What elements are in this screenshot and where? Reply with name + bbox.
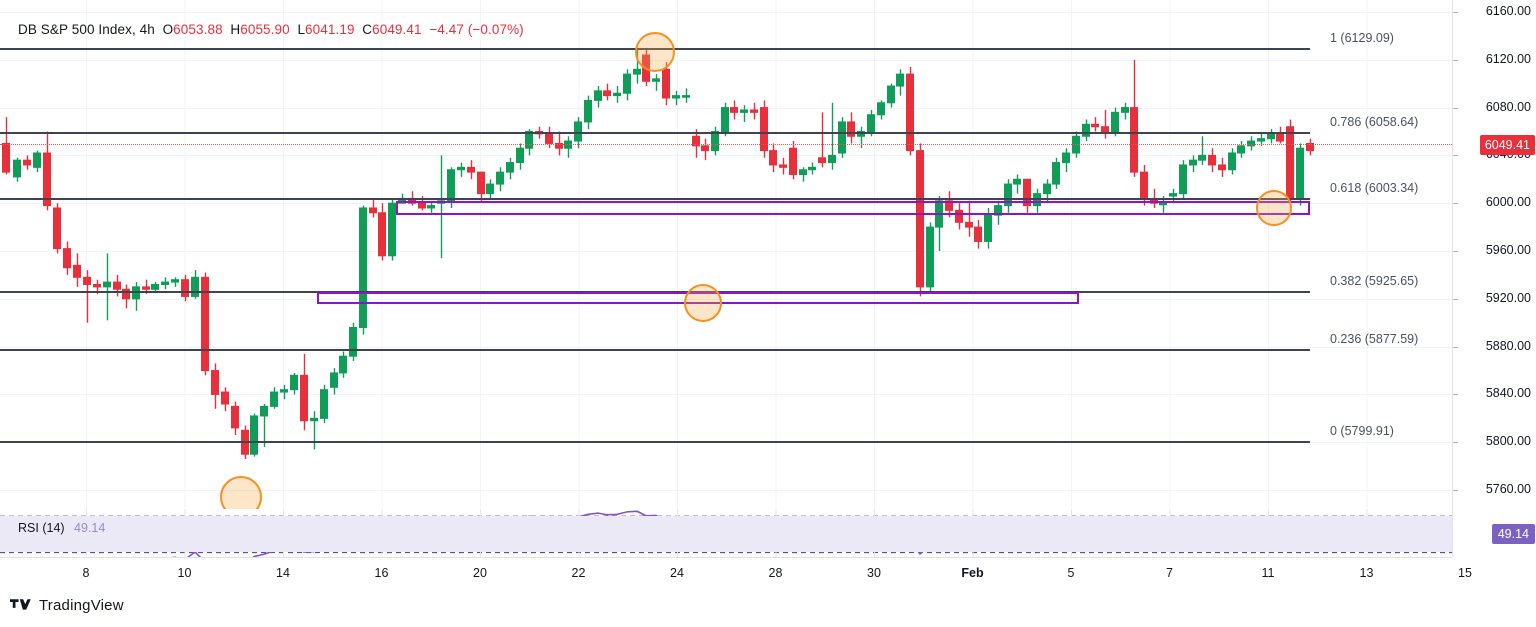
time-tick: 15 [1458,566,1472,580]
time-tick: 28 [768,566,783,580]
fib-label-0.236: 0.236 (5877.59) [1330,331,1419,346]
rsi-pane[interactable] [0,509,1452,557]
price-tick: 6120.00 [1485,51,1531,66]
price-tick-mark [1453,394,1458,395]
fib-label-0.618: 0.618 (6003.34) [1330,181,1419,196]
chart-footer: TradingView [0,589,1536,627]
rsi-period: (14) [42,521,65,535]
time-tick: 5 [1067,566,1075,580]
tradingview-logo-text: TradingView [39,597,124,614]
legend-interval[interactable]: 4h [139,22,155,37]
time-tick: 24 [670,566,684,580]
legend-open-label: O [162,22,174,37]
price-tick-mark [1453,108,1458,109]
rsi-value: 49.14 [74,521,106,535]
price-tick: 5840.00 [1485,386,1531,401]
time-tick: 10 [177,566,192,580]
time-tick: 14 [276,566,290,580]
price-tick-mark [1453,442,1458,443]
fib-label-0.786: 0.786 (6058.64) [1330,115,1419,130]
legend-change: −4.47 (−0.07%) [429,22,524,37]
time-tick: 20 [473,566,487,580]
price-tick-mark [1453,155,1458,156]
price-tick: 6160.00 [1485,3,1531,18]
time-tick: 16 [374,566,389,580]
fib-line-0.786[interactable] [0,132,1310,135]
legend-close-label: C [362,22,373,37]
swing-high-marker[interactable] [635,32,675,72]
time-tick: 8 [82,566,90,580]
tradingview-logo-icon [10,598,31,610]
legend-low-value: 6041.19 [305,22,355,37]
price-tick: 5760.00 [1485,482,1531,497]
fib-label-1: 1 (6129.09) [1330,30,1394,45]
price-tick-mark [1453,251,1458,252]
last-price-tag: 6049.41 [1479,135,1535,156]
price-tick: 5800.00 [1485,434,1531,449]
rsi-value-tag: 49.14 [1491,524,1535,544]
legend-high-value: 6055.90 [240,22,290,37]
tradingview-logo[interactable]: TradingView [10,597,124,614]
price-tick-mark [1453,60,1458,61]
time-axis[interactable]: 8 10 14 16 20 22 24 28 30 Feb 5 7 11 13 15 [0,557,1472,590]
price-chart-pane[interactable] [0,0,1452,508]
legend-close-value: 6049.41 [372,22,422,37]
fib-line-0.236[interactable] [0,348,1310,351]
chart-legend: DB S&P 500 Index, 4h O6053.88 H6055.90 L… [18,22,524,37]
legend-high-label: H [230,22,241,37]
price-tick: 6080.00 [1485,99,1531,114]
last-price-line [0,144,1452,146]
price-tick: 5880.00 [1485,338,1531,353]
time-tick: 30 [867,566,881,580]
price-canvas [0,0,1452,508]
fib-line-0[interactable] [0,441,1310,444]
price-tick-mark [1453,203,1458,204]
rsi-band [0,516,1452,553]
price-tick-mark [1453,299,1458,300]
fib-label-0.382: 0.382 (5925.65) [1330,274,1419,289]
rsi-name[interactable]: RSI [18,521,39,535]
fib-line-0.618[interactable] [0,198,1310,201]
time-tick: 13 [1359,566,1374,580]
rsi-legend: RSI (14) 49.14 [18,521,105,535]
upper-supply-zone[interactable] [396,201,1310,215]
legend-open-value: 6053.88 [173,22,223,37]
legend-symbol[interactable]: DB S&P 500 Index [18,22,132,37]
time-tick: 7 [1166,566,1173,580]
price-tick: 5920.00 [1485,290,1531,305]
time-tick: 11 [1261,566,1275,580]
price-axis[interactable]: 6049.41 49.14 6160.006120.006080.006040.… [1452,0,1536,557]
price-tick: 5960.00 [1485,243,1531,257]
legend-low-label: L [297,22,306,37]
retest-marker[interactable] [684,284,722,322]
time-tick: 22 [571,566,586,580]
price-tick-mark [1453,12,1458,13]
time-tick: Feb [961,566,984,580]
fib-label-0: 0 (5799.91) [1330,424,1394,439]
price-tick: 6000.00 [1485,195,1531,210]
price-tick-mark [1453,490,1458,491]
zone-retest-marker[interactable] [1256,190,1292,226]
price-tick-mark [1453,347,1458,348]
